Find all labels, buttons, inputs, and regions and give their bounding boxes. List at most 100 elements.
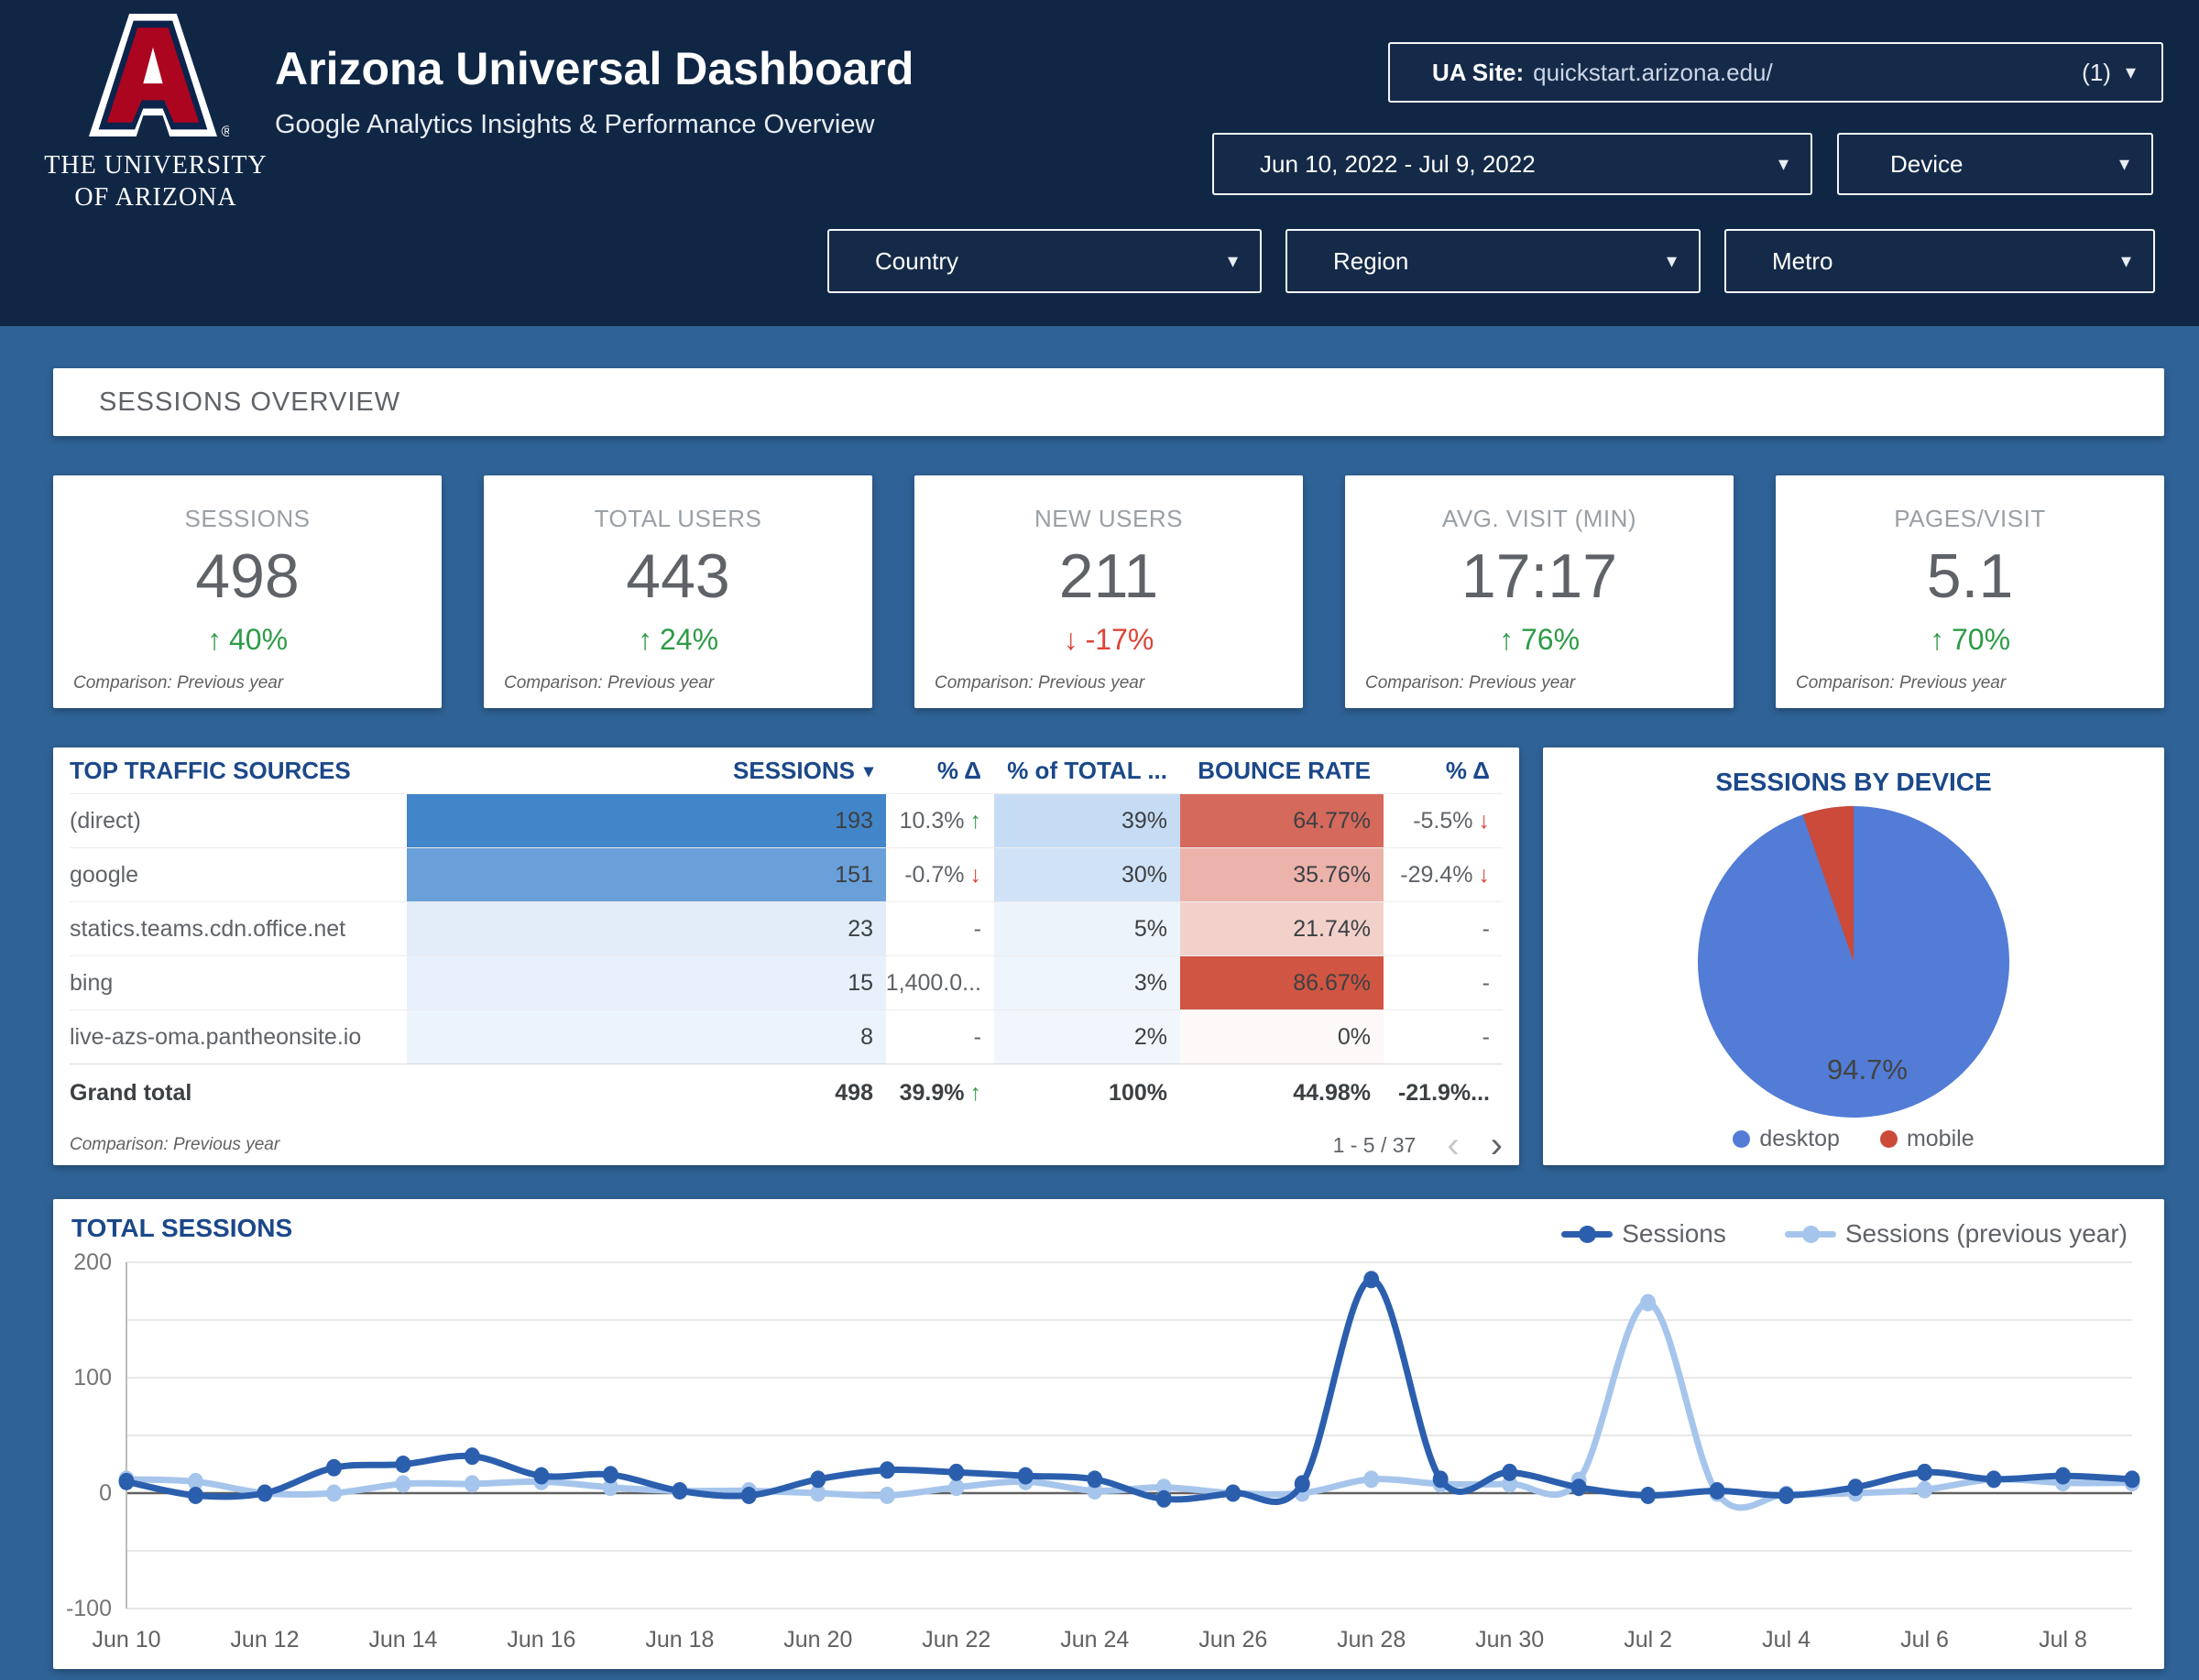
- chart-legend-label: Sessions: [1622, 1219, 1726, 1248]
- table-row: bing 15 1,400.0... 3% 86.67% -: [70, 955, 1503, 1009]
- delta-cell: -0.7% ↓: [904, 861, 982, 888]
- sessions-heat-cell: 15: [407, 956, 886, 1009]
- date-range-filter[interactable]: Jun 10, 2022 - Jul 9, 2022 ▾: [1212, 133, 1812, 195]
- down-arrow-icon: ↓: [1063, 623, 1078, 656]
- pct-total-heat-cell: 3%: [994, 956, 1180, 1009]
- scorecard-value: 443: [626, 541, 730, 611]
- country-filter[interactable]: Country ▾: [827, 229, 1262, 293]
- up-arrow-icon: ↑: [1498, 623, 1514, 656]
- x-tick-label: Jun 28: [1337, 1627, 1406, 1653]
- legend-item-desktop[interactable]: desktop: [1733, 1126, 1840, 1152]
- sessions-heat-cell: 151: [407, 848, 886, 901]
- x-tick-label: Jun 16: [507, 1627, 575, 1653]
- delta-cell: -: [1482, 915, 1490, 942]
- legend-item-mobile[interactable]: mobile: [1879, 1126, 1975, 1152]
- scorecard-value: 5.1: [1926, 541, 2014, 611]
- scorecard-delta-value: 40%: [228, 623, 289, 656]
- chart-legend-item-1[interactable]: Sessions (previous year): [1784, 1219, 2128, 1249]
- x-tick-label: Jul 4: [1762, 1627, 1811, 1653]
- column-header-3: BOUNCE RATE: [1198, 756, 1371, 784]
- bounce-rate-heat-cell: 64.77%: [1180, 794, 1384, 847]
- legend-label: desktop: [1759, 1126, 1840, 1151]
- pagination-range: 1 - 5 / 37: [1332, 1132, 1417, 1157]
- source-cell: bing: [70, 969, 114, 996]
- legend-dot-icon: [1801, 1225, 1820, 1243]
- scorecard-sessions: SESSIONS 498 ↑ 40% Comparison: Previous year: [53, 475, 442, 708]
- block-a-logo-icon: ®: [88, 14, 234, 140]
- device-filter[interactable]: Device ▾: [1837, 133, 2153, 195]
- delta-cell: 10.3% ↑: [899, 807, 982, 834]
- top-header-bar: ® THE UNIVERSITY OF ARIZONA Arizona Univ…: [0, 0, 2199, 326]
- country-filter-label: Country: [875, 246, 959, 275]
- pct-total-heat-cell: 39%: [994, 794, 1180, 847]
- line-chart-canvas: 200 100 0 -100 Jun 10 Jun 12 Jun 14 Jun 16 Jun 1…: [66, 1249, 2140, 1653]
- grand-total-row: Grand total 498 39.9% ↑ 100% 44.98% -21.9%...: [70, 1064, 1503, 1121]
- logo-wordmark: THE UNIVERSITY OF ARIZONA: [37, 149, 275, 213]
- chevron-down-icon: ▾: [1227, 249, 1238, 272]
- scorecard-comparison: Comparison: Previous year: [73, 673, 284, 693]
- chart-legend-label: Sessions (previous year): [1844, 1219, 2128, 1248]
- ua-site-selector[interactable]: UA Site: quickstart.arizona.edu/ (1) ▾: [1388, 42, 2163, 103]
- sessions-heat-cell: 23: [407, 902, 886, 955]
- table-comparison-note: Comparison: Previous year: [70, 1135, 280, 1154]
- pie-slice-mobile[interactable]: [1802, 805, 1854, 962]
- device-filter-label: Device: [1890, 149, 1964, 178]
- top-traffic-sources-table: TOP TRAFFIC SOURCES SESSIONS ▾ % Δ % of TOTA…: [53, 747, 1519, 1165]
- grand-total-delta2: -21.9%...: [1397, 1079, 1490, 1106]
- bounce-rate-heat-cell: 35.76%: [1180, 848, 1384, 901]
- next-page-chevron-icon[interactable]: ›: [1490, 1125, 1503, 1165]
- x-tick-label: Jun 26: [1198, 1627, 1267, 1653]
- scorecard-label: TOTAL USERS: [594, 505, 762, 532]
- y-tick-label: 200: [73, 1249, 112, 1275]
- grand-total-label: Grand total: [70, 1079, 192, 1106]
- up-arrow-icon: ↑: [206, 623, 222, 656]
- up-arrow-icon: ↑: [1929, 623, 1944, 656]
- scorecard-label: NEW USERS: [1034, 505, 1183, 532]
- sort-caret-icon: ▾: [863, 760, 873, 781]
- down-arrow-icon: ↓: [969, 861, 982, 888]
- chevron-down-icon: ▾: [2118, 152, 2129, 175]
- source-cell: live-azs-oma.pantheonsite.io: [70, 1023, 362, 1050]
- table-row: live-azs-oma.pantheonsite.io 8-2% 0% -: [70, 1009, 1503, 1064]
- line-chart-title: TOTAL SESSIONS: [71, 1214, 293, 1242]
- chart-legend-item-0[interactable]: Sessions: [1561, 1219, 1726, 1249]
- scorecard-delta: ↓ -17%: [914, 623, 1303, 657]
- x-tick-label: Jun 14: [368, 1627, 437, 1653]
- sessions-heat-cell: 8: [407, 1010, 886, 1064]
- logo-line1: THE UNIVERSITY: [44, 151, 268, 180]
- metro-filter[interactable]: Metro ▾: [1724, 229, 2155, 293]
- scorecard-delta: ↑ 24%: [484, 623, 872, 657]
- scorecard-delta-value: 76%: [1520, 623, 1581, 656]
- series-points-0: [118, 1271, 2140, 1508]
- x-tick-label: Jun 10: [92, 1627, 160, 1653]
- delta-cell: -5.5% ↓: [1413, 807, 1490, 834]
- scorecard-delta: ↑ 76%: [1345, 623, 1734, 657]
- metro-filter-label: Metro: [1772, 246, 1833, 275]
- line-chart-legend: Sessions Sessions (previous year): [1561, 1219, 2128, 1249]
- chevron-down-icon: ▾: [1778, 152, 1789, 175]
- date-range-value: Jun 10, 2022 - Jul 9, 2022: [1260, 149, 1536, 178]
- region-filter-label: Region: [1333, 246, 1409, 275]
- grand-total-bounce: 44.98%: [1293, 1079, 1371, 1106]
- prev-page-chevron-icon[interactable]: ‹: [1447, 1125, 1460, 1165]
- legend-dot-icon: [1733, 1130, 1751, 1148]
- table-pagination: 1 - 5 / 37 ‹ ›: [1333, 1127, 1503, 1163]
- region-filter[interactable]: Region ▾: [1285, 229, 1701, 293]
- scorecard-pages-visit: PAGES/VISIT 5.1 ↑ 70% Comparison: Previous y…: [1776, 475, 2164, 708]
- scorecard-comparison: Comparison: Previous year: [1365, 673, 1576, 693]
- scorecard-comparison: Comparison: Previous year: [1796, 673, 2007, 693]
- column-header-0[interactable]: SESSIONS ▾: [733, 756, 873, 784]
- pie-chart-title: SESSIONS BY DEVICE: [1715, 768, 1992, 796]
- delta-cell: 1,400.0...: [885, 969, 981, 996]
- up-arrow-icon: ↑: [969, 807, 982, 834]
- legend-dot-icon: [1879, 1130, 1898, 1148]
- scorecard-delta-value: -17%: [1085, 623, 1154, 656]
- grand-total-sessions: 498: [835, 1079, 873, 1106]
- y-tick-label: -100: [66, 1596, 112, 1621]
- scorecard-delta-value: 24%: [659, 623, 719, 656]
- ua-site-count: (1): [2082, 58, 2111, 86]
- legend-line-icon: [1784, 1225, 1836, 1243]
- delta-cell: -: [973, 915, 981, 942]
- x-tick-label: Jul 8: [2039, 1627, 2087, 1653]
